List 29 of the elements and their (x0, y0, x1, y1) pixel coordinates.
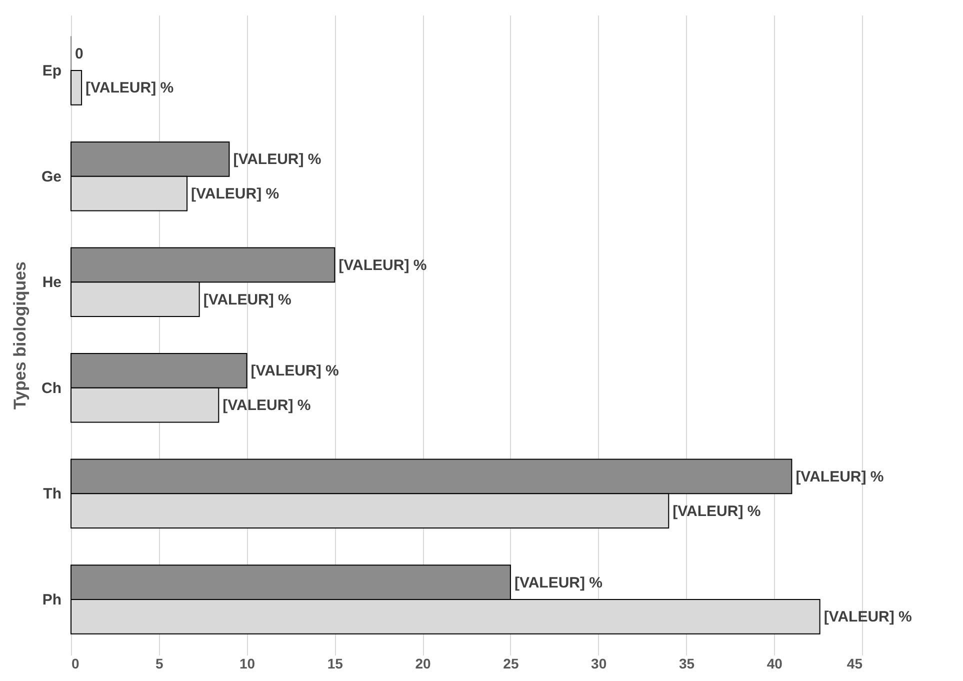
x-tick-label: 45 (846, 656, 863, 672)
data-label: [VALEUR] % (514, 574, 603, 592)
data-label: [VALEUR] % (191, 186, 280, 203)
y-tick-label: Ep (42, 62, 62, 80)
x-tick-label: 10 (239, 656, 256, 672)
x-tick-label: 35 (678, 656, 695, 672)
data-label: 0 (75, 45, 84, 62)
x-tick-label: 15 (327, 656, 344, 672)
data-label: [VALEUR] % (338, 256, 427, 274)
x-tick-label: 25 (503, 656, 519, 672)
y-tick-label: Ph (42, 591, 62, 608)
y-tick-label: He (42, 274, 62, 292)
data-label: [VALEUR] % (672, 502, 761, 520)
data-label: [VALEUR] % (203, 291, 292, 308)
data-label: [VALEUR] % (796, 468, 884, 486)
x-tick-label: 40 (766, 656, 783, 672)
x-tick-label: 30 (591, 656, 607, 672)
y-tick-label: Ch (42, 380, 62, 397)
x-tick-label: 20 (415, 656, 432, 672)
data-label: [VALEUR] % (222, 397, 311, 414)
y-tick-label: Th (43, 486, 62, 503)
data-label: [VALEUR] % (824, 608, 912, 626)
data-label: [VALEUR] % (86, 80, 174, 97)
y-axis-title: Types biologiques (10, 262, 30, 410)
x-tick-label: 5 (155, 656, 164, 672)
y-tick-label: Ge (41, 168, 62, 186)
data-label: [VALEUR] % (250, 362, 339, 380)
data-label: [VALEUR] % (233, 151, 322, 168)
x-tick-label: 0 (72, 656, 80, 672)
